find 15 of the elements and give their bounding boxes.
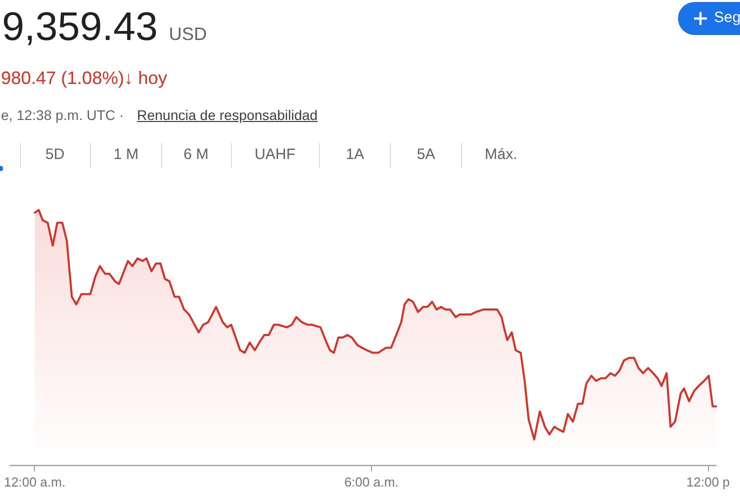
chart-subtitle: 980.47 (1.08%)↓ hoy bbox=[1, 67, 168, 89]
x-tick-label: 6:00 a.m. bbox=[344, 474, 399, 490]
chart-title: 9,359.43 USD bbox=[2, 4, 207, 51]
text: 5A bbox=[416, 146, 436, 164]
x-tick-label: 12:00 a.m. bbox=[4, 474, 66, 490]
text: Máx. bbox=[484, 146, 518, 164]
text: 1 M bbox=[113, 146, 139, 164]
text: UAHF bbox=[254, 146, 296, 164]
text: 5D bbox=[45, 146, 65, 164]
text: Seg bbox=[714, 9, 740, 27]
x-tick-label: 12:00 p bbox=[686, 474, 730, 490]
text: 1A bbox=[346, 146, 364, 164]
text: Renuncia de responsabilidad bbox=[137, 106, 318, 124]
text: e, 12:38 p.m. UTC · bbox=[1, 106, 124, 124]
text: 6 M bbox=[183, 146, 209, 164]
